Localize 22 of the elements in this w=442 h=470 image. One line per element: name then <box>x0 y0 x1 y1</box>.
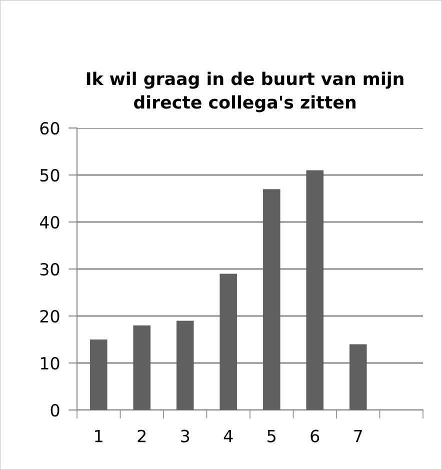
y-tick-label: 40 <box>40 216 60 229</box>
x-tick-label: 2 <box>138 430 146 442</box>
bar <box>90 340 108 410</box>
x-tick-label: 1 <box>95 430 102 442</box>
y-tick-label: 10 <box>40 356 60 370</box>
bar <box>262 189 280 410</box>
bar <box>220 274 238 410</box>
x-tick-label: 5 <box>268 430 276 442</box>
y-tick-label: 30 <box>40 262 60 276</box>
bar <box>306 170 324 410</box>
y-tick-label: 20 <box>40 310 60 323</box>
y-tick-label: 60 <box>40 122 60 135</box>
x-tick-label: 3 <box>181 430 190 442</box>
y-tick-label: 0 <box>50 404 60 417</box>
x-tick-label: 7 <box>354 430 362 442</box>
x-tick-label: 6 <box>310 430 320 442</box>
x-tick-label: 4 <box>224 430 233 442</box>
bar <box>176 320 194 410</box>
y-tick-label: 50 <box>40 168 60 182</box>
bar <box>349 344 367 410</box>
chart-title: Ik wil graag in de buurt van mijn directe collega's zitten <box>86 72 404 112</box>
bar <box>133 325 151 410</box>
